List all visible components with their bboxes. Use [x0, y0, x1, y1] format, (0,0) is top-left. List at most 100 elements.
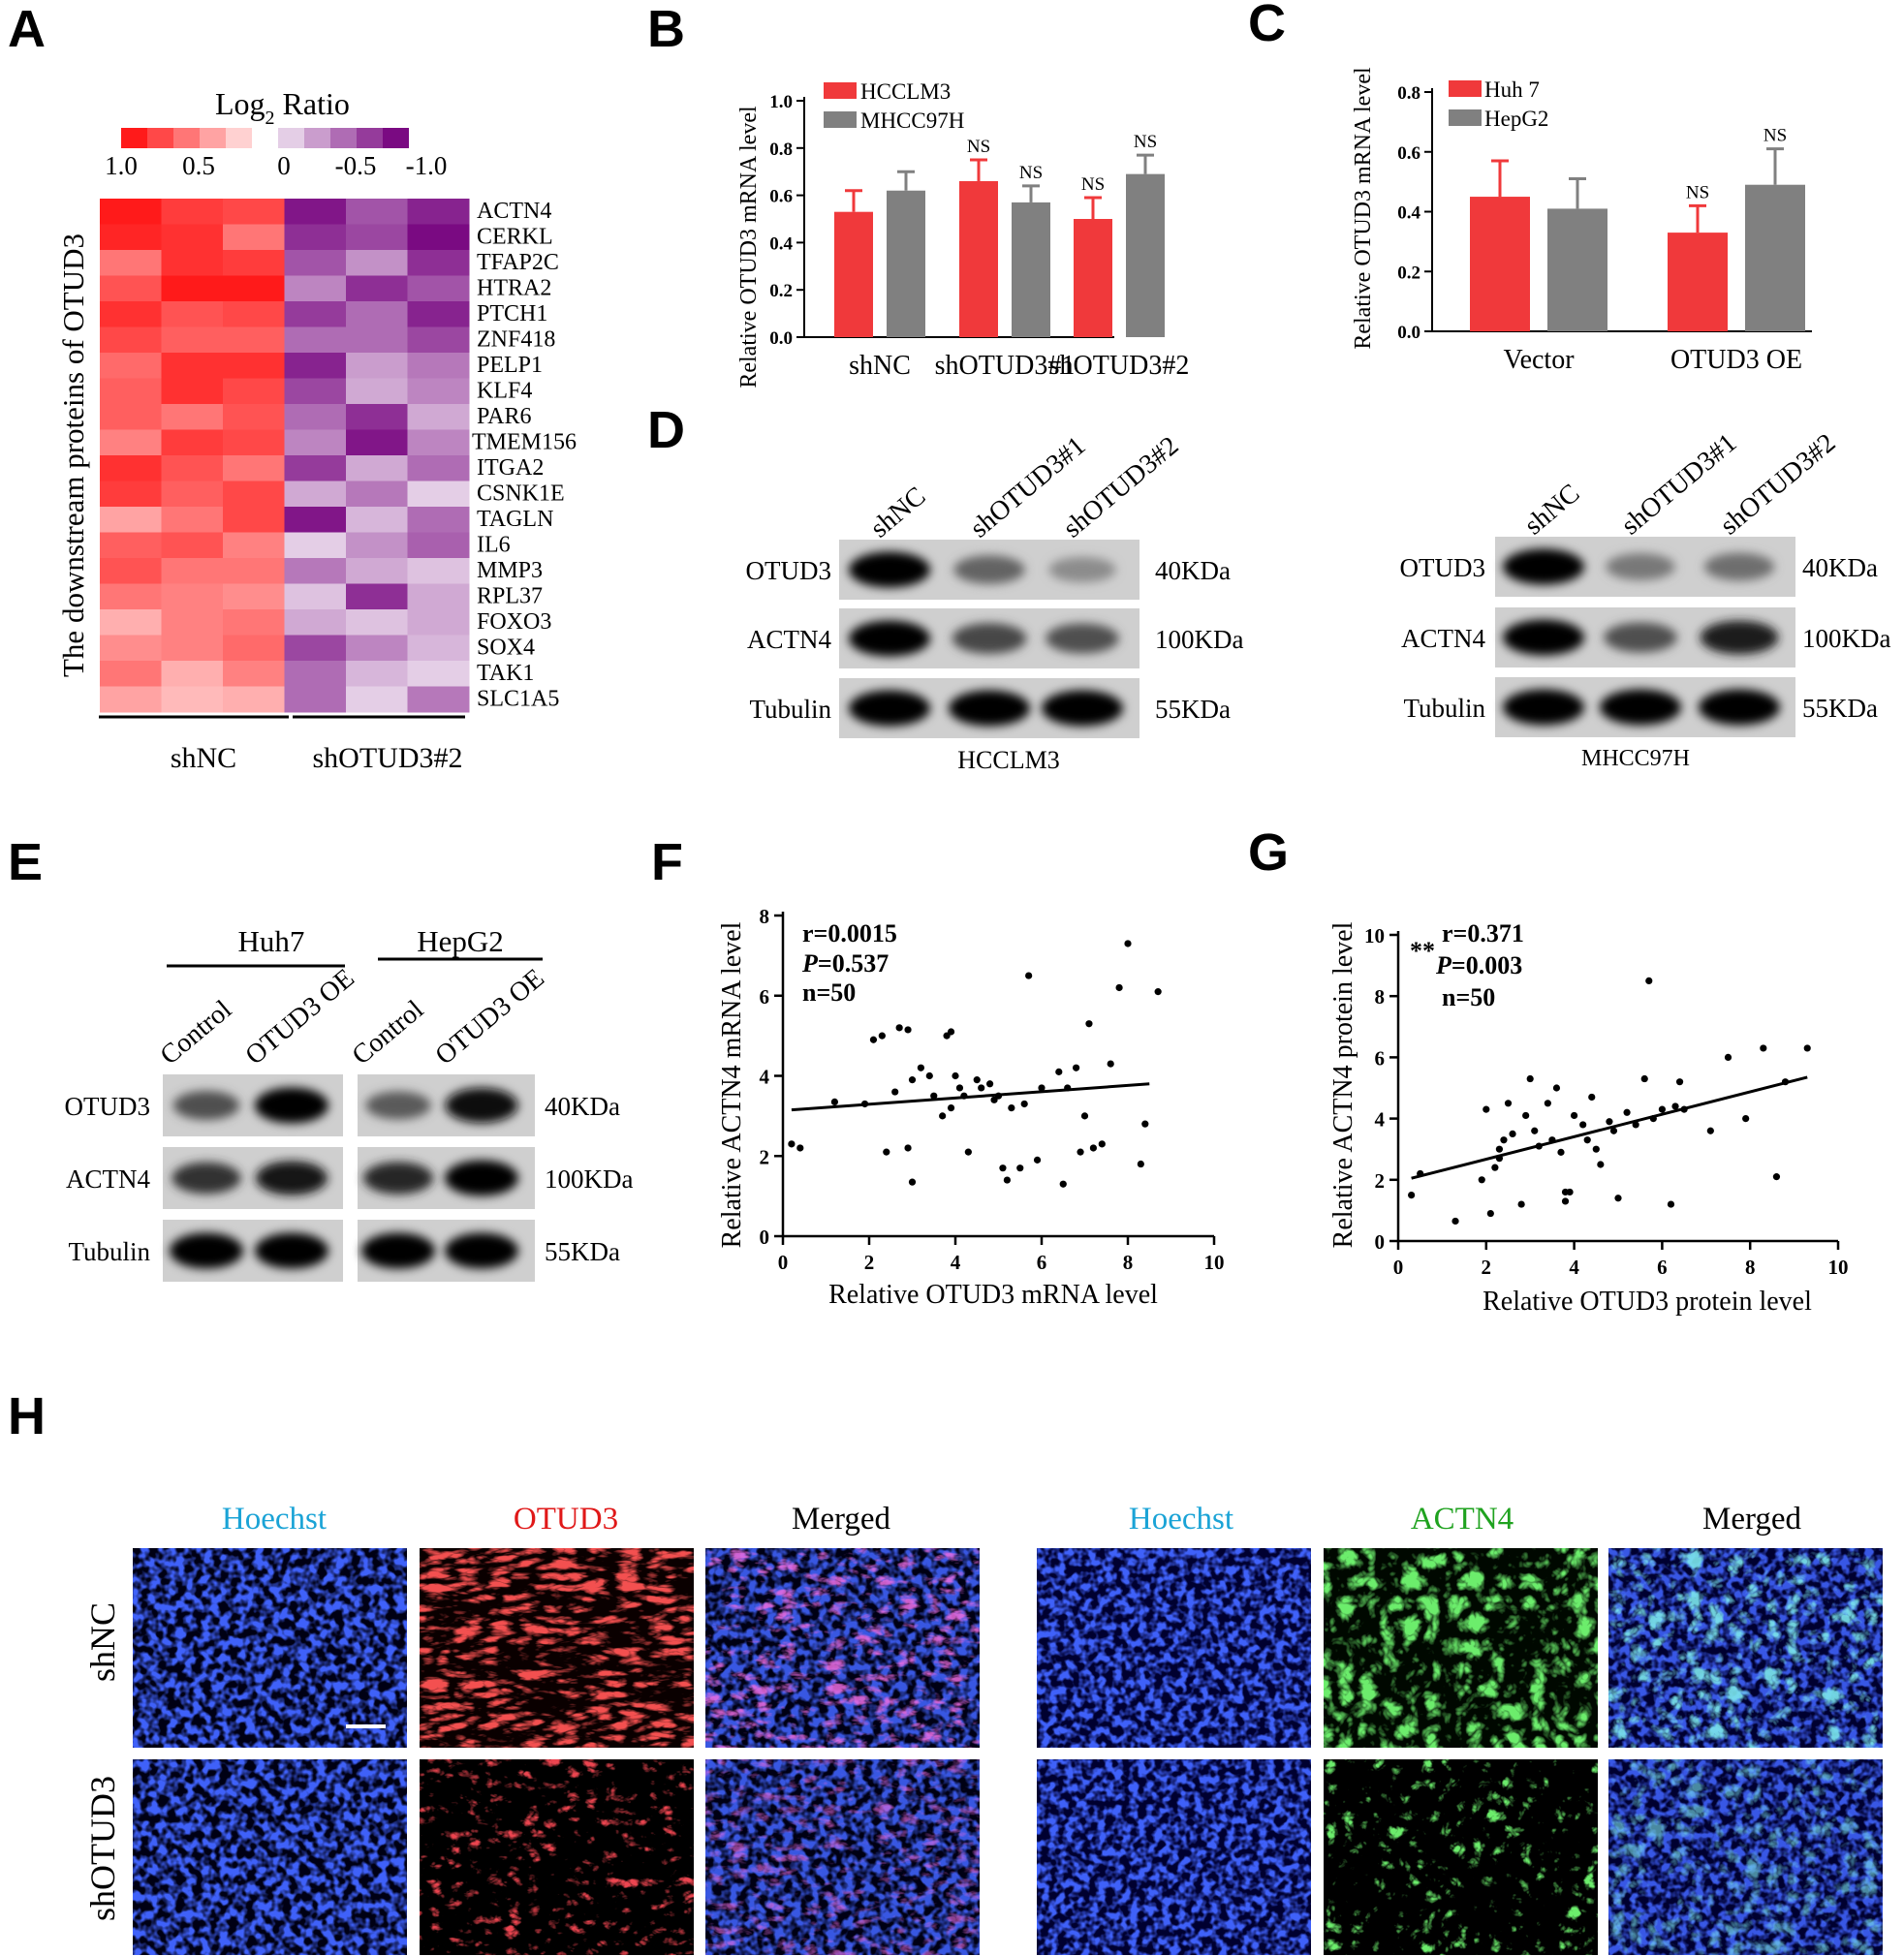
scatter-plot-f: 0 2 4 6 8 10 0 2 4 6 8 r=0.0015 P=0.537 n=50 Relat… [717, 905, 1225, 1310]
heatmap-panel: Log2 Ratio 1.0 0.5 0 -0.5 -1.0 ACTN4CERKLTFA… [56, 86, 577, 774]
scatter-g-point [1509, 1130, 1516, 1137]
heatmap-cell [284, 326, 347, 354]
heatmap-scale-swatch [278, 128, 304, 148]
heatmap-cell [346, 661, 408, 687]
blot-d-right-row-label: OTUD3 [1400, 553, 1486, 582]
scatter-f-x-tick-label: 2 [864, 1251, 875, 1274]
bar-b-bar-hcclm3 [959, 180, 998, 337]
heatmap-cell [346, 275, 408, 302]
heatmap-cell [346, 507, 408, 533]
heatmap-cell [346, 429, 408, 456]
scatter-g-point [1606, 1118, 1613, 1126]
heatmap-cell [284, 583, 347, 610]
bar-b-bar-mhcc97h [1126, 173, 1165, 337]
heatmap-cell [407, 481, 470, 508]
scatter-g-point [1491, 1164, 1499, 1171]
heatmap-cell [100, 481, 162, 508]
heatmap-cell [161, 199, 224, 225]
heatmap-cell [223, 661, 285, 687]
heatmap-row-label: PELP1 [477, 353, 543, 378]
if-image-shnc-actn4 [1324, 1548, 1598, 1748]
heatmap-row-label: TAGLN [477, 507, 553, 532]
heatmap-cell [161, 353, 224, 379]
if-image-shnc-hoechst-left [133, 1548, 407, 1748]
scatter-g-y-tick-label: 0 [1375, 1230, 1386, 1254]
scatter-g-point [1552, 1084, 1561, 1092]
heatmap-cell [100, 378, 162, 405]
scatter-g-point [1571, 1111, 1578, 1120]
heatmap-cell [407, 558, 470, 584]
blot-e-group-label-huh7: Huh7 [238, 924, 305, 958]
scatter-f-point [878, 1032, 886, 1040]
heatmap-row-label: TFAP2C [477, 250, 559, 275]
heatmap-cell [161, 507, 224, 533]
panel-letter-e: E [8, 833, 43, 891]
bar-b-bar-mhcc97h [887, 190, 925, 337]
scatter-f-plot: 0 2 4 6 8 10 0 2 4 6 8 [760, 905, 1225, 1274]
blot-d-left-band [849, 690, 930, 727]
if-image-shnc-merged-right [1608, 1548, 1883, 1748]
heatmap-cell [100, 199, 162, 225]
heatmap-cell [284, 532, 347, 559]
scatter-g-point [1671, 1102, 1679, 1110]
blot-e-band [445, 1087, 518, 1124]
heatmap-scale-ticks: 1.0 0.5 0 -0.5 -1.0 [105, 151, 447, 180]
heatmap-cell [100, 532, 162, 559]
heatmap-cell [223, 609, 285, 636]
blot-e-group-label-hepg2: HepG2 [417, 924, 504, 958]
heatmap-row-label: CSNK1E [477, 481, 565, 507]
heatmap-cell [346, 353, 408, 379]
heatmap-cell [161, 661, 224, 687]
panel-letter-f: F [651, 833, 683, 891]
scatter-g-point [1531, 1127, 1539, 1134]
heatmap-cell [161, 301, 224, 327]
scatter-g-stat-p: P=0.003 [1435, 951, 1522, 979]
bar-c-bar-hepg2 [1745, 184, 1805, 331]
bar-b-y-tick-label: 0.8 [769, 140, 793, 160]
scatter-f-stat-p: P=0.537 [801, 949, 889, 978]
blot-e-band [365, 1091, 431, 1120]
heatmap-row-label: MMP3 [477, 558, 543, 583]
bar-c-y-tick-label: 0.2 [1397, 263, 1420, 283]
heatmap-cell [223, 686, 285, 713]
scatter-g-point [1645, 977, 1653, 985]
bar-c-bar-huh7 [1668, 233, 1728, 331]
heatmap-cell [223, 507, 285, 533]
heatmap-cell [407, 661, 470, 687]
bar-b-y-tick-label: 0.0 [769, 328, 793, 349]
if-image-shnc-otud3 [420, 1548, 694, 1748]
scatter-f-y-axis-label: Relative ACTN4 mRNA level [717, 921, 747, 1248]
scatter-f-point [908, 1178, 917, 1186]
blot-d-right-band [1703, 552, 1775, 581]
blot-d-right-band [1503, 548, 1584, 585]
scatter-g-point [1658, 1105, 1666, 1113]
blot-d-right-row-label: Tubulin [1403, 694, 1485, 723]
heatmap-cell [284, 378, 347, 405]
heatmap-cell [346, 532, 408, 559]
blot-e-band [361, 1232, 435, 1269]
heatmap-cell [407, 404, 470, 430]
bar-b-significance-label: NS [1019, 163, 1043, 183]
blot-d-right-band [1606, 553, 1675, 580]
bar-c-y-tick-label: 0.0 [1397, 323, 1420, 343]
heatmap-scale-tick: 0.5 [182, 151, 215, 180]
heatmap-scale-swatch [252, 128, 278, 148]
scatter-f-point [999, 1164, 1007, 1172]
scatter-g-point [1772, 1173, 1781, 1181]
heatmap-cell [407, 455, 470, 481]
heatmap-row-label: RPL37 [477, 584, 543, 609]
heatmap-cell [223, 635, 285, 662]
scatter-f-x-axis-label: Relative OTUD3 mRNA level [828, 1280, 1158, 1310]
scatter-g-significance: ** [1410, 937, 1435, 965]
scatter-f-point [1055, 1068, 1063, 1075]
scatter-g-point [1526, 1074, 1534, 1083]
blot-d-left-band [849, 620, 930, 657]
bar-c-category-label: OTUD3 OE [1670, 345, 1802, 375]
bar-b-y-tick-label: 0.2 [769, 281, 793, 301]
heatmap-row-label: SLC1A5 [477, 687, 559, 712]
scatter-f-point [939, 1112, 947, 1120]
blot-e-row-label: ACTN4 [66, 1164, 150, 1194]
scatter-f-point [1020, 1100, 1028, 1108]
